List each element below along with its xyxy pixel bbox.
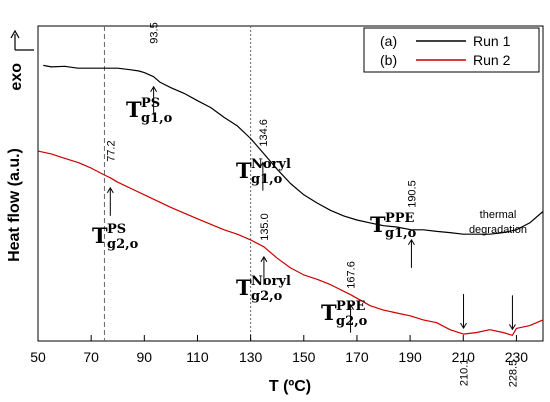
legend-label-run1: Run 1 [473,33,511,49]
x-tick-label-150: 150 [292,349,316,365]
annotation-deg2: 228.5 [507,295,519,387]
annotation-arrowhead-deg1 [460,322,467,330]
annotation-arrowhead-deg2 [509,324,516,331]
annotation-value-ppe2: 167.6 [346,261,358,289]
annotation-value-ps1: 93.5 [149,22,161,43]
degradation-note: thermal degradation [469,209,527,236]
x-axis-ticks: 50 70 90 110 130 150 170 190 210 230 [30,335,528,365]
tg-subscript-ppe2: g2,o [336,314,368,329]
tg-symbol-ps2: T [92,223,108,248]
tg-symbol-ps1: T [126,97,142,122]
tg-superscript-ppe1: PPE [385,211,415,226]
x-tick-label-230: 230 [505,349,529,365]
legend-box [363,27,540,73]
annotation-arrowhead-nor1 [259,161,267,168]
legend-label-run2: Run 2 [473,52,511,68]
x-tick-label-190: 190 [398,349,422,365]
annotation-value-nor2: 135.0 [259,213,271,241]
x-tick-label-130: 130 [239,349,263,365]
annotation-value-ps2: 77.2 [105,140,117,161]
exo-arrow-head [10,29,20,39]
annotation-arrowhead-ps1 [150,85,158,92]
reference-lines [103,26,252,341]
x-axis-title: T (ºC) [269,378,311,395]
tg-superscript-nor1: Noryl [251,157,291,172]
degradation-note-line1: thermal [480,209,517,221]
tg-symbol-ppe2: T [321,300,337,325]
tg-symbol-nor1: T [236,158,252,183]
y-axis-title: Heat flow (a.u.) [6,148,23,262]
annotation-value-deg1: 210.1 [459,359,471,387]
x-tick-label-210: 210 [452,349,476,365]
series-line-run1 [43,64,544,235]
plot-frame [37,25,544,342]
exo-indicator: exo [8,29,34,91]
legend-prefix-run2: (b) [380,52,397,68]
tg-superscript-nor2: Noryl [251,274,291,289]
annotation-arrowhead-ppe1 [408,238,415,246]
x-tick-label-50: 50 [30,349,46,365]
degradation-note-line2: degradation [469,224,527,236]
annotation-value-deg2: 228.5 [507,360,519,388]
x-tick-label-70: 70 [83,349,99,365]
x-tick-label-170: 170 [345,349,369,365]
legend: (a) Run 1 (b) Run 2 [363,27,540,73]
tg-symbol-ppe1: T [370,212,386,237]
legend-prefix-run1: (a) [380,33,397,49]
exo-label: exo [8,63,25,91]
x-tick-label-110: 110 [186,349,209,365]
tg-subscript-ps2: g2,o [107,237,139,252]
tg-superscript-ps2: PS [107,222,126,237]
series-line-run2 [37,150,544,336]
x-tick-label-90: 90 [137,349,153,365]
annotation-arrowhead-ppe2 [347,303,354,310]
annotation-value-ppe1: 190.5 [406,180,418,208]
tg-symbol-nor2: T [236,275,252,300]
annotation-value-nor1: 134.6 [258,119,270,147]
series-lines [37,64,544,336]
annotation-deg1: 210.1 [459,294,471,386]
annotation-arrowhead-nor2 [260,255,268,263]
tg-subscript-ppe1: g1,o [385,226,417,241]
tg-subscript-ps1: g1,o [141,111,173,126]
tg-superscript-ps1: PS [141,96,160,111]
tg-superscript-ppe2: PPE [336,299,366,314]
tg-subscript-nor2: g2,o [251,289,283,304]
tg-subscript-nor1: g1,o [251,172,283,187]
annotation-arrowhead-ps2 [106,186,114,194]
